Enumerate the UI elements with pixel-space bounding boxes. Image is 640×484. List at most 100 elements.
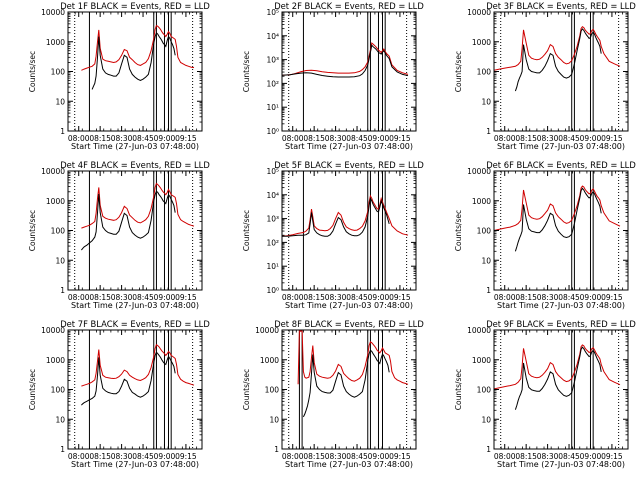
x-axis-label: Start Time (27-Jun-03 07:48:00) — [285, 460, 413, 469]
series-line-lld — [282, 194, 409, 237]
ytick-label: 100 — [51, 386, 66, 395]
ytick-label: 100 — [477, 386, 492, 395]
ytick-label: 10⁵ — [266, 8, 279, 17]
xtick-label: 09:00 — [580, 293, 602, 302]
xtick-label: 08:30 — [111, 452, 133, 461]
xtick-label: 08:00 — [282, 134, 304, 143]
ytick-label: 1 — [486, 286, 491, 295]
series-line-events — [514, 187, 602, 252]
xtick-label: 08:45 — [346, 293, 368, 302]
series-line-lld — [494, 344, 621, 390]
plot-frame — [493, 170, 629, 291]
xtick-label: 08:30 — [111, 134, 133, 143]
ytick-label: 10 — [55, 97, 65, 106]
xtick-label: 08:45 — [132, 134, 154, 143]
xtick-label: 08:30 — [325, 134, 347, 143]
chart-panel-9: Det 9F BLACK = Events, RED = LLD 1 10 100 10… — [454, 319, 636, 469]
xtick-label: 08:45 — [558, 134, 580, 143]
plot-frame — [67, 170, 203, 291]
xtick-label: 09:00 — [154, 293, 176, 302]
x-axis-label: Start Time (27-Jun-03 07:48:00) — [497, 301, 625, 310]
plot-frame — [67, 329, 203, 450]
ytick-label: 1000 — [46, 38, 65, 47]
xtick-label: 09:00 — [154, 134, 176, 143]
ytick-label: 10 — [55, 415, 65, 424]
ytick-label: 10000 — [41, 326, 65, 335]
xtick-label: 08:45 — [346, 452, 368, 461]
ytick-label: 1000 — [46, 197, 65, 206]
ytick-label: 10000 — [467, 326, 491, 335]
series-line-events — [81, 190, 176, 251]
xtick-label: 08:30 — [537, 452, 559, 461]
xtick-label: 08:30 — [325, 293, 347, 302]
ytick-label: 10³ — [266, 56, 279, 65]
xtick-label: 09:00 — [580, 134, 602, 143]
series-line-events — [282, 197, 390, 237]
ytick-label: 10¹ — [266, 103, 279, 112]
ytick-label: 1000 — [46, 356, 65, 365]
chart-title: Det 1F BLACK = Events, RED = LLD — [60, 1, 210, 11]
chart-panel-5: Det 5F BLACK = Events, RED = LLD 10⁰ 10¹ 10… — [242, 160, 424, 310]
ytick-label: 100 — [477, 68, 492, 77]
chart-panel-6: Det 6F BLACK = Events, RED = LLD 1 10 100 10… — [454, 160, 636, 310]
xtick-label: 08:15 — [89, 452, 111, 461]
y-axis-label: Counts/sec — [28, 369, 37, 410]
ytick-label: 100 — [477, 227, 492, 236]
chart-title: Det 8F BLACK = Events, RED = LLD — [274, 319, 424, 329]
xtick-label: 08:00 — [494, 293, 516, 302]
chart-title: Det 7F BLACK = Events, RED = LLD — [60, 319, 210, 329]
xtick-label: 08:45 — [346, 134, 368, 143]
xtick-label: 08:00 — [68, 134, 90, 143]
ytick-label: 1 — [486, 445, 491, 454]
xtick-label: 09:15 — [601, 293, 623, 302]
ytick-label: 10000 — [467, 8, 491, 17]
plot-frame — [281, 11, 417, 132]
series-line-lld — [494, 26, 621, 71]
series-line-events — [514, 346, 602, 410]
plot-frame — [493, 11, 629, 132]
xtick-label: 09:00 — [368, 452, 390, 461]
x-axis-label: Start Time (27-Jun-03 07:48:00) — [285, 142, 413, 151]
series-line-events — [282, 44, 409, 78]
ytick-label: 1000 — [472, 356, 491, 365]
ytick-label: 10000 — [41, 8, 65, 17]
ytick-label: 1000 — [472, 197, 491, 206]
series-line-events — [514, 28, 602, 92]
xtick-label: 08:45 — [558, 293, 580, 302]
ytick-label: 100 — [51, 68, 66, 77]
series-line-lld — [282, 42, 409, 76]
series-line-lld — [297, 330, 409, 385]
ytick-label: 100 — [265, 386, 280, 395]
chart-title: Det 6F BLACK = Events, RED = LLD — [486, 160, 636, 170]
xtick-label: 08:00 — [282, 293, 304, 302]
xtick-label: 09:15 — [175, 293, 197, 302]
xtick-label: 09:00 — [368, 134, 390, 143]
xtick-label: 08:30 — [111, 293, 133, 302]
ytick-label: 10² — [266, 79, 279, 88]
xtick-label: 09:00 — [580, 452, 602, 461]
xtick-label: 08:00 — [494, 134, 516, 143]
ytick-label: 10000 — [467, 167, 491, 176]
ytick-label: 1 — [60, 286, 65, 295]
ytick-label: 10⁰ — [266, 127, 279, 136]
ytick-label: 100 — [51, 227, 66, 236]
xtick-label: 08:30 — [325, 452, 347, 461]
xtick-label: 08:30 — [537, 134, 559, 143]
series-line-events — [91, 31, 176, 90]
ytick-label: 10 — [481, 415, 491, 424]
y-axis-label: Counts/sec — [242, 210, 251, 251]
xtick-label: 08:15 — [515, 452, 537, 461]
ytick-label: 1 — [60, 445, 65, 454]
y-axis-label: Counts/sec — [454, 210, 463, 251]
chart-title: Det 5F BLACK = Events, RED = LLD — [274, 160, 424, 170]
xtick-label: 08:15 — [515, 134, 537, 143]
ytick-label: 10⁴ — [266, 32, 279, 41]
ytick-label: 10² — [266, 238, 279, 247]
x-axis-label: Start Time (27-Jun-03 07:48:00) — [71, 460, 199, 469]
chart-panel-8: Det 8F BLACK = Events, RED = LLD 1 10 100 10… — [242, 319, 424, 469]
ytick-label: 10⁴ — [266, 191, 279, 200]
ytick-label: 10 — [481, 97, 491, 106]
xtick-label: 08:45 — [132, 452, 154, 461]
